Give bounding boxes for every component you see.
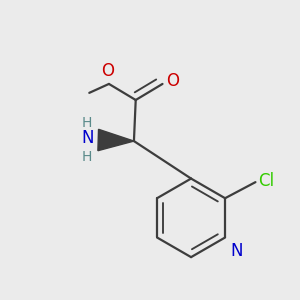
Text: Cl: Cl	[258, 172, 274, 190]
Text: H: H	[82, 116, 92, 130]
Text: N: N	[230, 242, 243, 260]
Text: O: O	[100, 61, 114, 80]
Text: N: N	[81, 129, 94, 147]
Polygon shape	[98, 129, 134, 151]
Text: H: H	[82, 150, 92, 164]
Text: O: O	[166, 72, 179, 90]
